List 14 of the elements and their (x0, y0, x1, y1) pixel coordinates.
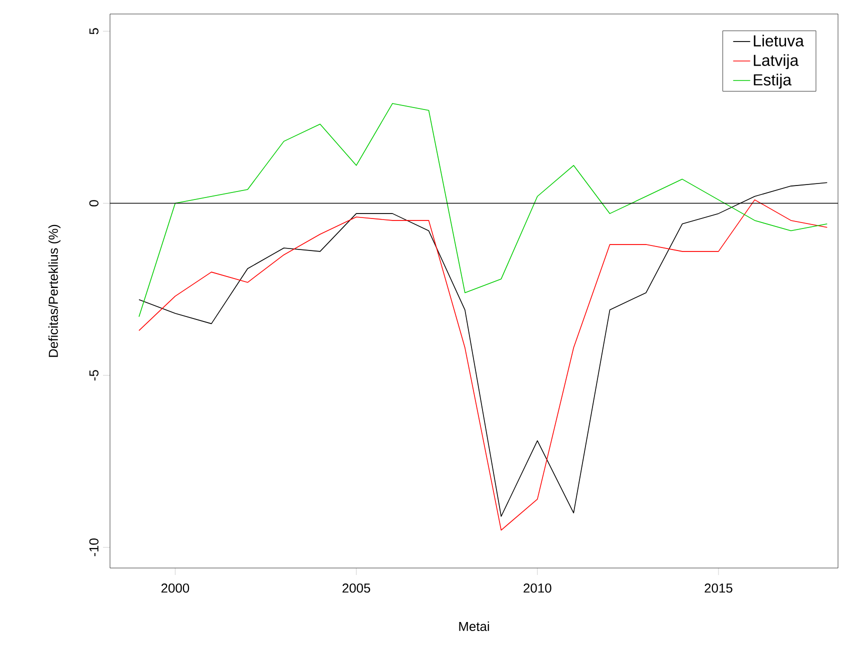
legend-label: Latvija (754, 54, 799, 70)
x-axis-title: Metai (459, 622, 489, 632)
x-tick-label: 2000 (161, 584, 190, 593)
legend-label: Estija (754, 74, 792, 89)
y-tick-label: 0 (89, 200, 98, 206)
y-tick-label: -10 (89, 538, 98, 556)
y-tick-label: -5 (89, 370, 98, 380)
legend-label: Lietuva (754, 34, 804, 47)
y-tick-label: 5 (89, 28, 98, 34)
line-series (138, 103, 828, 318)
y-axis-title: Deficitas/Perteklius (%) (48, 224, 60, 357)
x-tick-label: 2010 (524, 584, 552, 593)
x-tick-label: 2015 (704, 584, 732, 593)
x-tick-label: 2005 (342, 584, 370, 593)
